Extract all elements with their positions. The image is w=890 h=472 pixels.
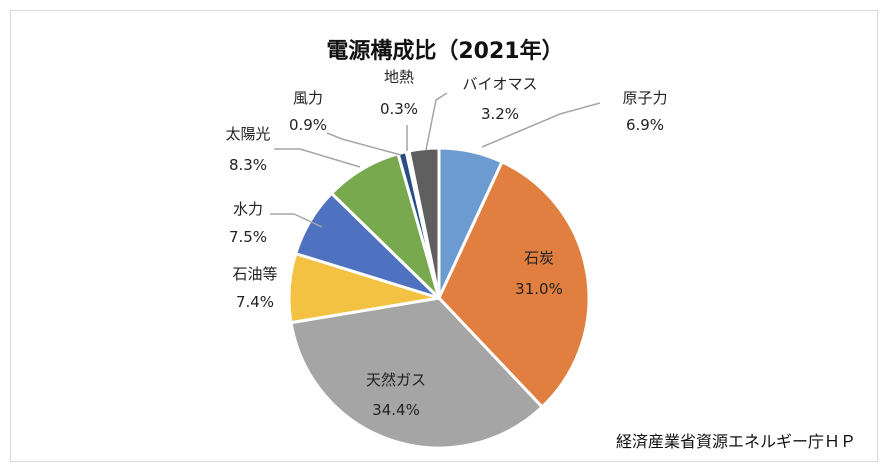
slice-name-3: 石油等 [232,265,277,283]
leader-line-4 [270,213,323,228]
slice-value-8: 3.2% [481,105,519,123]
leader-line-6 [326,132,402,156]
slice-name-2: 天然ガス [366,371,426,389]
slice-value-4: 7.5% [229,228,267,246]
source-note: 経済産業省資源エネルギー庁ＨＰ [616,432,856,451]
leader-line-5 [274,148,361,168]
slice-value-6: 0.9% [289,116,327,134]
slice-name-4: 水力 [233,200,263,218]
pie-slice-2 [289,296,545,450]
slice-name-5: 太陽光 [225,125,270,143]
slice-name-8: バイオマス [462,75,537,93]
leader-line-8 [425,92,448,151]
slice-value-1: 31.0% [515,280,563,298]
slice-value-0: 6.9% [626,116,664,134]
slice-value-2: 34.4% [372,401,420,419]
leader-line-0 [481,102,601,148]
slice-value-5: 8.3% [229,156,267,174]
slice-name-1: 石炭 [524,249,554,267]
slice-name-6: 風力 [293,89,323,107]
leader-lines [270,92,601,228]
slice-name-7: 地熱 [384,68,414,86]
pie-slice-8 [407,146,441,299]
pie-slice-1 [437,159,591,410]
slice-value-3: 7.4% [236,293,274,311]
slice-value-7: 0.3% [380,100,418,118]
chart-title: 電源構成比（2021年） [326,38,563,64]
pie-slices [287,146,591,450]
slice-name-0: 原子力 [622,89,667,107]
slice-labels: 原子力 6.9% 石炭 31.0% 天然ガス 34.4% 石油等 7.4% 水力 7.5% 太陽光 8… [225,68,667,419]
